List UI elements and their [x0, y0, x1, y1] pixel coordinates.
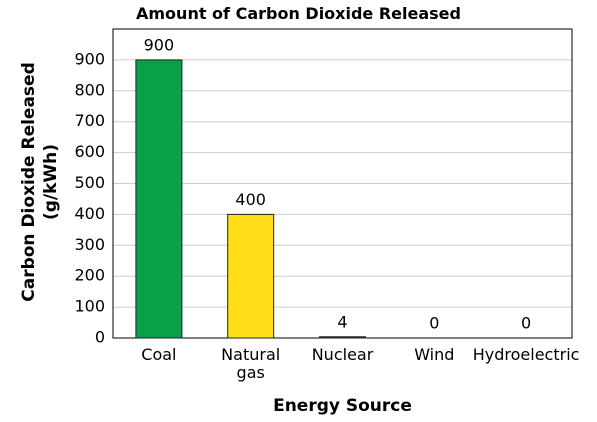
bar — [227, 213, 275, 339]
value-label: 0 — [521, 314, 531, 333]
y-tick-label: 900 — [74, 49, 105, 68]
x-axis-title: Energy Source — [273, 396, 412, 416]
y-tick-label: 0 — [95, 328, 105, 347]
y-tick-label: 200 — [74, 266, 105, 285]
y-tick-label: 700 — [74, 111, 105, 130]
y-tick-label: 600 — [74, 142, 105, 161]
y-tick-label: 800 — [74, 80, 105, 99]
x-tick-label: Wind — [414, 345, 455, 364]
x-tick-label: Natural gas — [221, 345, 281, 382]
bar — [319, 336, 366, 339]
x-tick-label: Nuclear — [311, 345, 374, 364]
chart-title: Amount of Carbon Dioxide Released — [136, 4, 461, 23]
x-tick-label: Coal — [141, 345, 177, 364]
value-label: 400 — [235, 190, 266, 209]
bar — [135, 59, 183, 339]
value-label: 0 — [429, 314, 439, 333]
y-tick-label: 500 — [74, 173, 105, 192]
y-tick-label: 400 — [74, 204, 105, 223]
value-label: 4 — [337, 312, 347, 331]
y-axis-title: Carbon Dioxide Released (g/kWh) — [19, 62, 61, 302]
y-tick-label: 100 — [74, 297, 105, 316]
x-tick-label: Hydroelectric — [472, 345, 580, 364]
value-label: 900 — [144, 35, 175, 54]
y-tick-label: 300 — [74, 235, 105, 254]
